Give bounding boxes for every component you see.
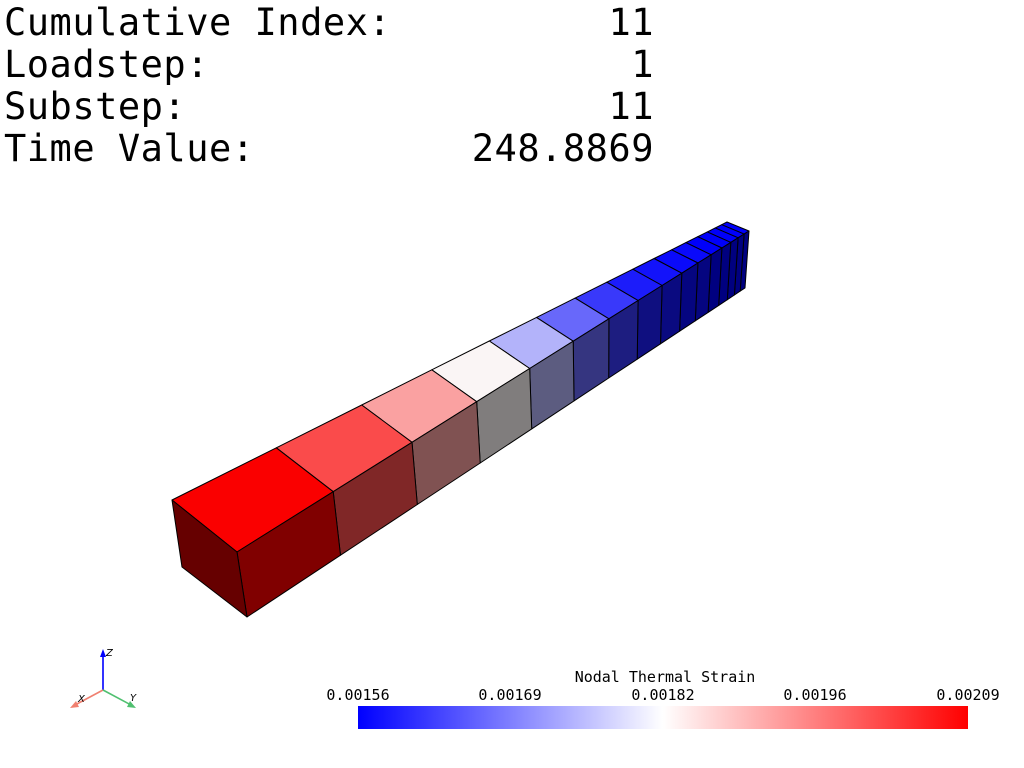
color-legend: Nodal Thermal Strain 0.00156 0.00169 0.0… — [300, 668, 1020, 738]
legend-colorbar — [358, 706, 968, 729]
info-value: 11 — [608, 1, 654, 44]
axis-label-z: Z — [105, 648, 114, 659]
info-label: Time Value: — [4, 127, 255, 170]
info-row-cumulative-index: Cumulative Index: 11 — [4, 2, 654, 44]
axis-label-y: Y — [130, 693, 137, 704]
beam-mesh — [171, 221, 750, 618]
legend-tick-label: 0.00156 — [326, 686, 390, 704]
info-value: 1 — [631, 43, 654, 86]
result-info-panel: Cumulative Index: 11 Loadstep: 1 Substep… — [4, 2, 654, 170]
info-row-loadstep: Loadstep: 1 — [4, 44, 654, 86]
legend-tick-label: 0.00209 — [936, 686, 1000, 704]
axis-label-x: X — [77, 694, 86, 705]
mesh-element-side — [679, 262, 699, 332]
info-label: Loadstep: — [4, 43, 209, 86]
info-row-time-value: Time Value: 248.8869 — [4, 128, 654, 170]
legend-tick-label: 0.00169 — [478, 686, 542, 704]
info-label: Substep: — [4, 85, 187, 128]
axes-triad-icon: Z X Y — [70, 648, 137, 708]
info-value: 248.8869 — [471, 127, 654, 170]
mesh-end-face — [171, 499, 248, 618]
info-label: Cumulative Index: — [4, 1, 392, 44]
legend-tick-label: 0.00196 — [783, 686, 847, 704]
legend-tick-label: 0.00182 — [631, 686, 695, 704]
info-value: 11 — [608, 85, 654, 128]
info-row-substep: Substep: 11 — [4, 86, 654, 128]
legend-title: Nodal Thermal Strain — [574, 668, 756, 686]
